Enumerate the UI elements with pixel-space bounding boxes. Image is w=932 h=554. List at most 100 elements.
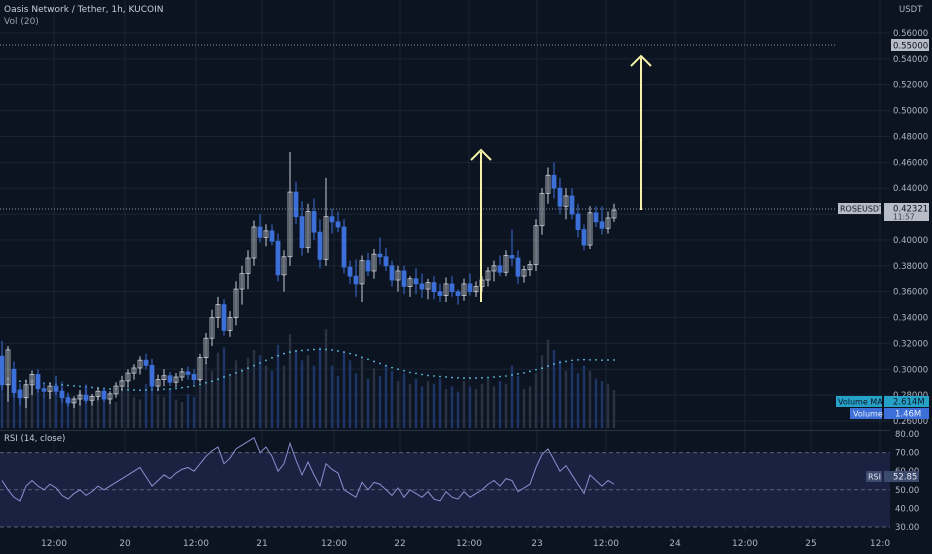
candle [407, 276, 413, 297]
volume-bar [450, 386, 454, 428]
candle [161, 369, 167, 387]
candle [233, 281, 239, 326]
volume-ma-point [247, 367, 249, 370]
candle [443, 277, 449, 303]
volume-ma-point [427, 374, 429, 377]
volume-bar [234, 360, 238, 428]
volume-bar [144, 383, 148, 428]
candle [95, 387, 101, 401]
time-axis-label: 23 [531, 539, 542, 549]
price-axis-label: 0.52000 [893, 81, 928, 91]
candle [239, 265, 245, 305]
candle [173, 373, 179, 388]
volume-ma-point [589, 358, 591, 361]
volume-ma-point [67, 384, 69, 387]
volume-bar [18, 394, 22, 428]
time-axis-label: 24 [669, 539, 681, 549]
volume-bar [516, 376, 520, 428]
volume-ma-point [487, 376, 489, 379]
svg-text:2.614M: 2.614M [893, 398, 925, 408]
candle [11, 361, 17, 398]
candle [389, 260, 395, 287]
volume-ma-point [211, 380, 213, 383]
volume-bar [222, 347, 226, 428]
volume-ma-point [169, 388, 171, 390]
price-axis-label: 0.50000 [893, 107, 928, 117]
volume-ma-point [223, 376, 225, 378]
candle [143, 353, 149, 370]
candle [191, 369, 197, 385]
candle [335, 211, 341, 233]
volume-ma-point [451, 376, 453, 379]
volume-bar [504, 383, 508, 428]
volume-ma-point [595, 358, 597, 361]
volume-ma-point [91, 386, 93, 389]
candle [179, 367, 185, 381]
volume-bar [96, 394, 100, 428]
candle [521, 265, 527, 283]
time-axis-label: 12:00 [321, 539, 347, 549]
candle [203, 333, 209, 365]
volume-ma-point [193, 384, 195, 387]
svg-text:ROSEUSDT: ROSEUSDT [840, 205, 884, 214]
volume-bar [150, 373, 154, 428]
candle [155, 374, 161, 392]
volume-ma-point [271, 356, 273, 359]
candle [119, 375, 125, 392]
volume-bar [162, 396, 166, 428]
candle [227, 311, 233, 337]
price-axis-label: 0.48000 [893, 132, 928, 142]
candle [77, 389, 83, 406]
time-axis[interactable]: 12:00 20 12:00 21 12:00 22 12:00 23 12:00 24 12:00… [41, 539, 890, 549]
candle [149, 358, 155, 390]
volume-bar [108, 399, 112, 428]
candle [515, 250, 521, 284]
candle [71, 396, 77, 409]
volume-bar [330, 365, 334, 428]
volume-bar [72, 399, 76, 428]
candle [251, 220, 257, 266]
volume-bar [216, 352, 220, 428]
svg-text:1.46M: 1.46M [895, 410, 921, 420]
currency-label[interactable]: USDT [899, 5, 923, 15]
time-axis-label: 21 [256, 539, 267, 549]
volume-bar [426, 381, 430, 428]
candle [59, 387, 65, 403]
time-axis-label: 12:00 [41, 539, 67, 549]
price-axis-label: 0.44000 [893, 184, 928, 194]
candle [437, 283, 443, 303]
candle [221, 299, 227, 336]
volume-ma-point [373, 360, 375, 363]
candle [41, 382, 47, 398]
volume-bar [228, 376, 232, 428]
volume-bar [456, 391, 460, 428]
svg-text:0.42321: 0.42321 [893, 205, 928, 215]
time-axis-label: 12:00 [593, 539, 619, 549]
volume-bar [348, 360, 352, 428]
candle [491, 260, 497, 282]
volume-bar [372, 368, 376, 428]
volume-ma-point [253, 364, 255, 367]
volume-bar [204, 363, 208, 428]
volume-bar [360, 357, 364, 428]
volume-bar [324, 329, 328, 428]
volume-bar [474, 389, 478, 428]
volume-ma-point [607, 359, 609, 361]
volume-ma-point [283, 352, 285, 355]
arrow-up-annotation-2[interactable] [630, 54, 652, 210]
candle [581, 224, 587, 251]
current-price-tag: ROSEUSDT 0.42321 11:57 [838, 203, 929, 222]
candle [587, 206, 593, 249]
arrow-up-annotation-1[interactable] [470, 148, 492, 302]
volume-ma-point [349, 352, 351, 355]
volume-bar [354, 373, 358, 428]
candle [17, 383, 23, 406]
candle [359, 255, 365, 303]
volume-bar [168, 389, 172, 428]
volume-ma-point [235, 371, 237, 374]
volume-ma-point [403, 369, 405, 372]
volume-bar [342, 352, 346, 428]
svg-text:Volume MA: Volume MA [838, 398, 883, 407]
